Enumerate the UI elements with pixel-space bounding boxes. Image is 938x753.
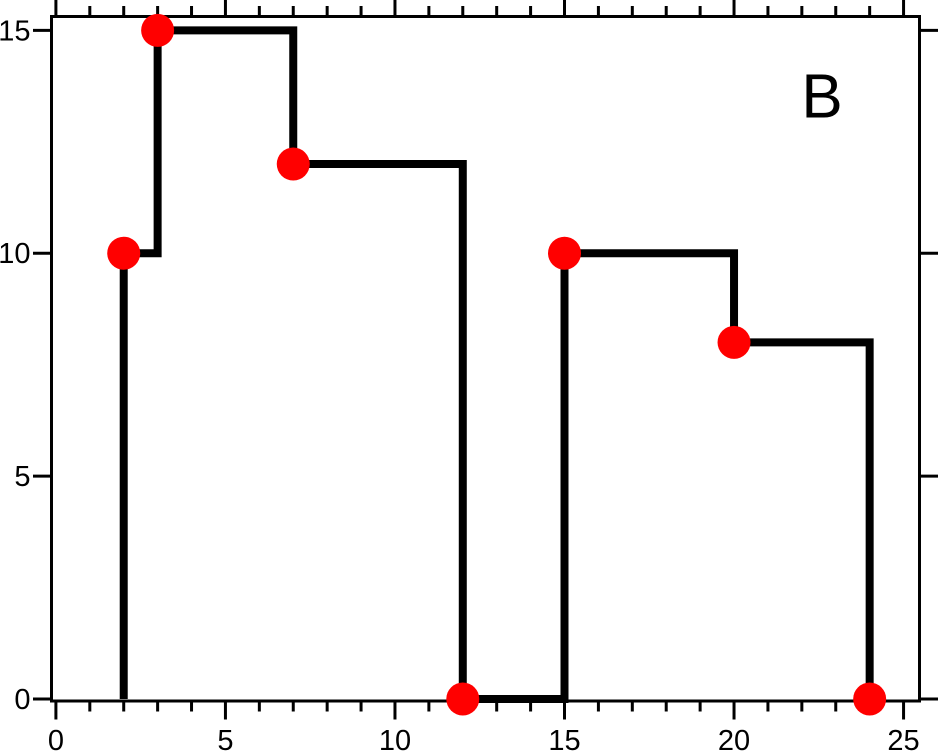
- x-tick-label: 15: [548, 725, 580, 753]
- data-point-marker: [276, 147, 310, 181]
- plot-frame: [50, 15, 921, 703]
- y-tick-label: 5: [14, 461, 30, 493]
- x-tick-label: 10: [379, 725, 411, 753]
- panel-label: B: [801, 62, 843, 132]
- y-tick-label: 0: [14, 684, 30, 716]
- y-tick-label: 10: [0, 238, 31, 270]
- data-point-marker: [548, 236, 582, 270]
- data-point-marker: [446, 682, 480, 716]
- data-point-marker: [141, 13, 175, 47]
- data-point-marker: [107, 236, 141, 270]
- x-tick-label: 20: [718, 725, 750, 753]
- x-tick-label: 0: [48, 725, 64, 753]
- data-point-marker: [853, 682, 887, 716]
- data-point-marker: [717, 325, 751, 359]
- x-tick-label: 5: [217, 725, 233, 753]
- y-tick-label: 15: [0, 15, 31, 47]
- x-tick-label: 25: [887, 725, 919, 753]
